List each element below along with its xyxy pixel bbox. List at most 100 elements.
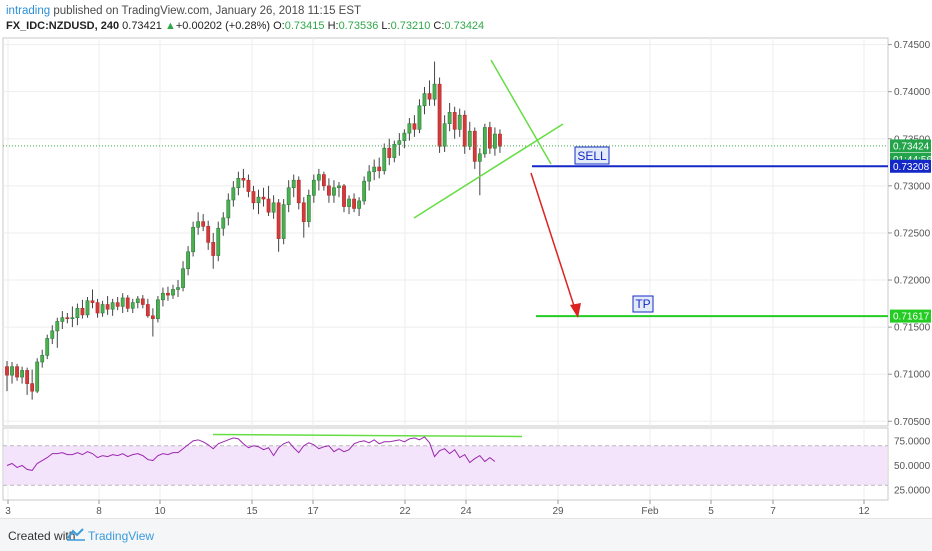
candle-body [191,226,196,253]
price-pane [2,37,889,427]
candle-body [296,179,301,204]
sell-box-frame [574,146,610,165]
candle-body [412,123,417,130]
symbol-label[interactable]: FX_IDC:NZDUSD, 240 [6,20,120,32]
triangle-lower-line [413,123,564,219]
sell-label-box: SELL [574,146,610,165]
candle-body [382,147,387,172]
open-value: 0.73415 [284,20,325,32]
price-tag-bg [890,139,931,153]
candle-body [135,298,140,303]
x-tick-label: 24 [460,506,472,517]
x-tick-label: 12 [858,506,870,517]
tradingview-logo-icon [67,528,85,541]
candle-body [467,130,472,147]
candle-body [156,299,160,319]
price-tick-label: 0.71000 [894,370,931,381]
low-value: 0.73210 [390,20,431,32]
author-link[interactable]: intrading [6,5,51,17]
x-tick-label: 3 [5,506,11,517]
close-label: C: [433,20,445,32]
close-value: 0.73424 [444,20,485,32]
candle-body [321,174,326,187]
candle-body [40,355,45,363]
candle-body [276,202,281,239]
candle-body [115,302,120,307]
candle-body [437,83,442,147]
created-with-label: Created with [8,529,76,543]
candle-body [60,317,65,322]
candle-body [221,217,226,229]
candle-body [266,198,271,213]
candle-body [498,133,502,147]
candle-body [387,147,392,158]
candle-body [211,242,216,256]
candle-body [372,166,377,173]
candle-body [342,185,346,207]
sell-arrow-line [530,172,577,313]
candle-body [90,300,95,303]
open-label: O: [273,20,285,32]
price-tick-label: 0.72500 [894,228,931,239]
candle-body [100,304,105,314]
candle-body [347,198,351,207]
tp-label-box: TP [632,295,654,313]
price-tag-bg [890,159,931,173]
candle-body [377,166,382,172]
x-tick-label: 29 [552,506,564,517]
price-tag-label: 0.73424 [893,141,930,152]
publish-info: published on TradingView.com, January 26… [53,5,362,17]
candle-body [427,93,432,100]
x-tick-label: Feb [641,506,659,517]
candle-body [50,330,55,339]
candle-body [125,297,130,309]
tradingview-brand-link[interactable]: TradingView [88,529,155,543]
price-change: +0.00202 (+0.28%) [175,20,271,32]
price-tag-bg [890,309,931,323]
candle-body [281,204,286,239]
price-chart[interactable]: 0.745000.740000.735000.730000.725000.720… [0,0,932,518]
candle-body [362,180,367,202]
candle-body [367,171,372,182]
candle-body [286,187,291,205]
x-tick-label: 5 [708,506,714,517]
chart-header: intrading published on TradingView.com, … [0,0,932,36]
candle-body [482,127,487,155]
high-label: H: [327,20,339,32]
x-tick-label: 17 [307,506,319,517]
rsi-tick-label: 75.0000 [894,436,931,447]
candle-body [493,133,497,149]
candle-body [75,307,80,318]
candle-body [226,199,231,219]
candle-body [176,287,180,290]
candle-body [5,366,9,376]
price-tick-label: 0.71500 [894,323,931,334]
candle-body [145,304,150,317]
candle-body [301,202,306,222]
price-tick-label: 0.73000 [894,181,931,192]
price-tick-label: 0.74000 [894,87,931,98]
sell-arrow-head [570,303,581,318]
candle-body [352,198,356,209]
candle-body [452,112,457,130]
price-tick-label: 0.72000 [894,276,931,287]
x-tick-label: 22 [399,506,411,517]
candle-body [337,185,341,189]
candle-body [140,298,145,305]
candle-body [110,302,115,310]
up-triangle-icon: ▲ [164,20,176,32]
rsi-tick-label: 25.0000 [894,486,931,497]
candle-body [462,114,467,147]
candle-body [10,366,14,376]
candle-body [241,178,246,181]
candle-body [45,338,50,356]
candle-body [15,366,19,378]
candle-body [447,112,452,124]
candle-body [35,361,40,392]
candle-body [256,196,261,204]
candle-body [130,302,135,309]
candle-body [181,268,185,288]
price-tick-label: 0.70500 [894,417,931,428]
candle-body [70,317,75,319]
candle-body [457,114,462,130]
